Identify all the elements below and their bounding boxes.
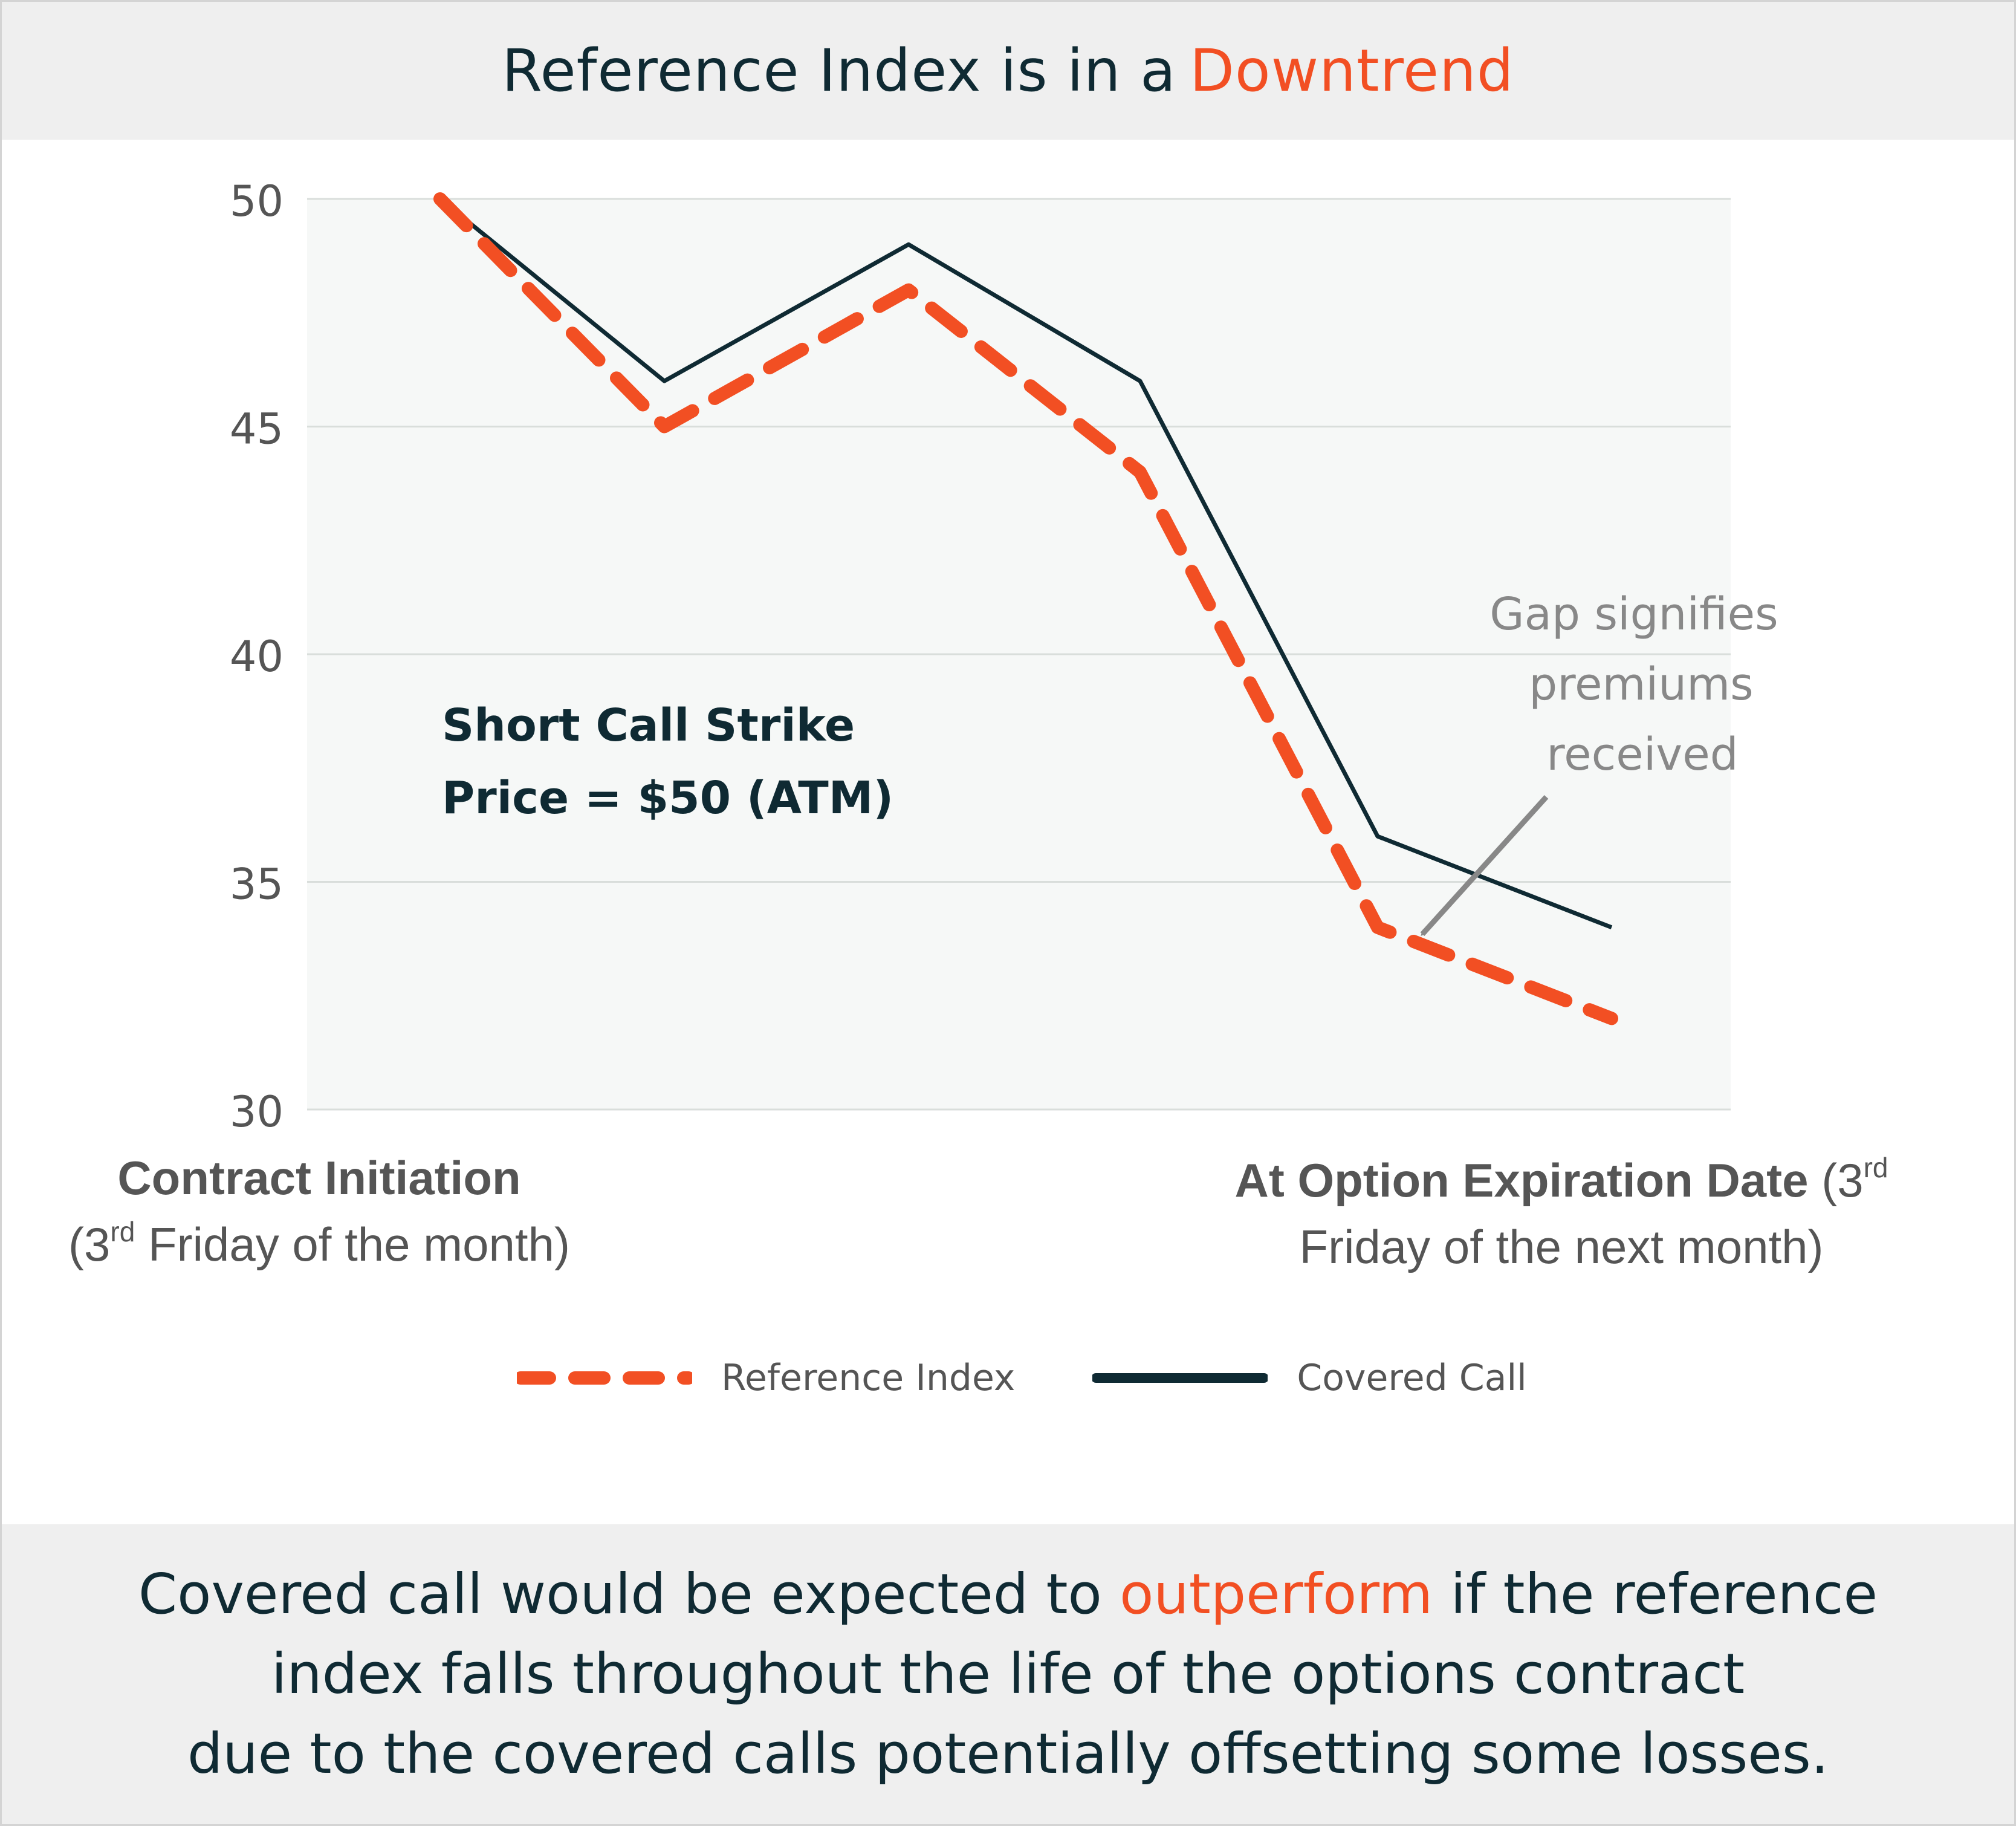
footer-line1-before: Covered call would be expected to <box>138 1562 1120 1626</box>
x-label-end-title: At Option Expiration Date <box>1234 1154 1809 1207</box>
x-label-start-paren: (3 <box>68 1218 111 1271</box>
title-accent: Downtrend <box>1189 37 1514 105</box>
y-tick-label-45: 45 <box>230 405 284 454</box>
footer-line-3: due to the covered calls potentially off… <box>187 1721 1829 1786</box>
x-label-start-rest: Friday of the month) <box>135 1218 570 1271</box>
gap-arrow <box>1420 794 1549 937</box>
legend-label-covered-call: Covered Call <box>1297 1357 1527 1399</box>
footer-line-1: Covered call would be expected to outper… <box>138 1555 1878 1634</box>
legend-label-reference-index: Reference Index <box>721 1357 1016 1399</box>
chart-footer: Covered call would be expected to outper… <box>2 1524 2014 1824</box>
line-chart: 30 35 40 45 50 Short Call Strike Price = $50… <box>230 177 1778 1137</box>
legend-item-covered-call: Covered Call <box>1092 1357 1527 1399</box>
legend-item-reference-index: Reference Index <box>517 1357 1015 1399</box>
legend-swatch-reference-index <box>517 1371 692 1385</box>
footer-line1-after: if the reference <box>1433 1562 1878 1626</box>
x-label-start-sup: rd <box>110 1216 135 1247</box>
footer-line-2: index falls throughout the life of the o… <box>271 1642 1745 1706</box>
strike-annotation-line2: Price = $50 (ATM) <box>442 772 893 824</box>
x-label-end-rest: Friday of the next month) <box>1299 1220 1824 1273</box>
y-tick-label-35: 35 <box>230 860 284 909</box>
series-line-reference-index <box>433 192 1618 1025</box>
legend-swatch-covered-call <box>1092 1373 1268 1383</box>
gap-annotation-line3: received <box>1546 729 1738 781</box>
y-tick-label-30: 30 <box>230 1087 284 1137</box>
x-label-end-sup: rd <box>1863 1152 1888 1183</box>
gap-annotation-line1: Gap signifies <box>1489 588 1778 640</box>
title-main: Reference Index is in a <box>502 37 1176 105</box>
gap-annotation-line2: premiums <box>1529 658 1753 710</box>
footer-line1-accent: outperform <box>1120 1562 1433 1626</box>
x-label-end-paren: (3 <box>1808 1154 1864 1207</box>
x-label-end: At Option Expiration Date (3rd Friday of… <box>1175 1147 1948 1280</box>
series-line-covered-call <box>438 197 1613 930</box>
strike-annotation-line1: Short Call Strike <box>442 700 855 752</box>
x-label-start-title: Contract Initiation <box>117 1151 521 1204</box>
x-label-start: Contract Initiation (3rd Friday of the m… <box>26 1145 612 1278</box>
chart-header: Reference Index is in a Downtrend <box>2 2 2014 140</box>
y-tick-label-40: 40 <box>230 632 284 681</box>
y-tick-label-50: 50 <box>230 177 284 226</box>
chart-legend: Reference Index Covered Call <box>517 1348 1527 1408</box>
